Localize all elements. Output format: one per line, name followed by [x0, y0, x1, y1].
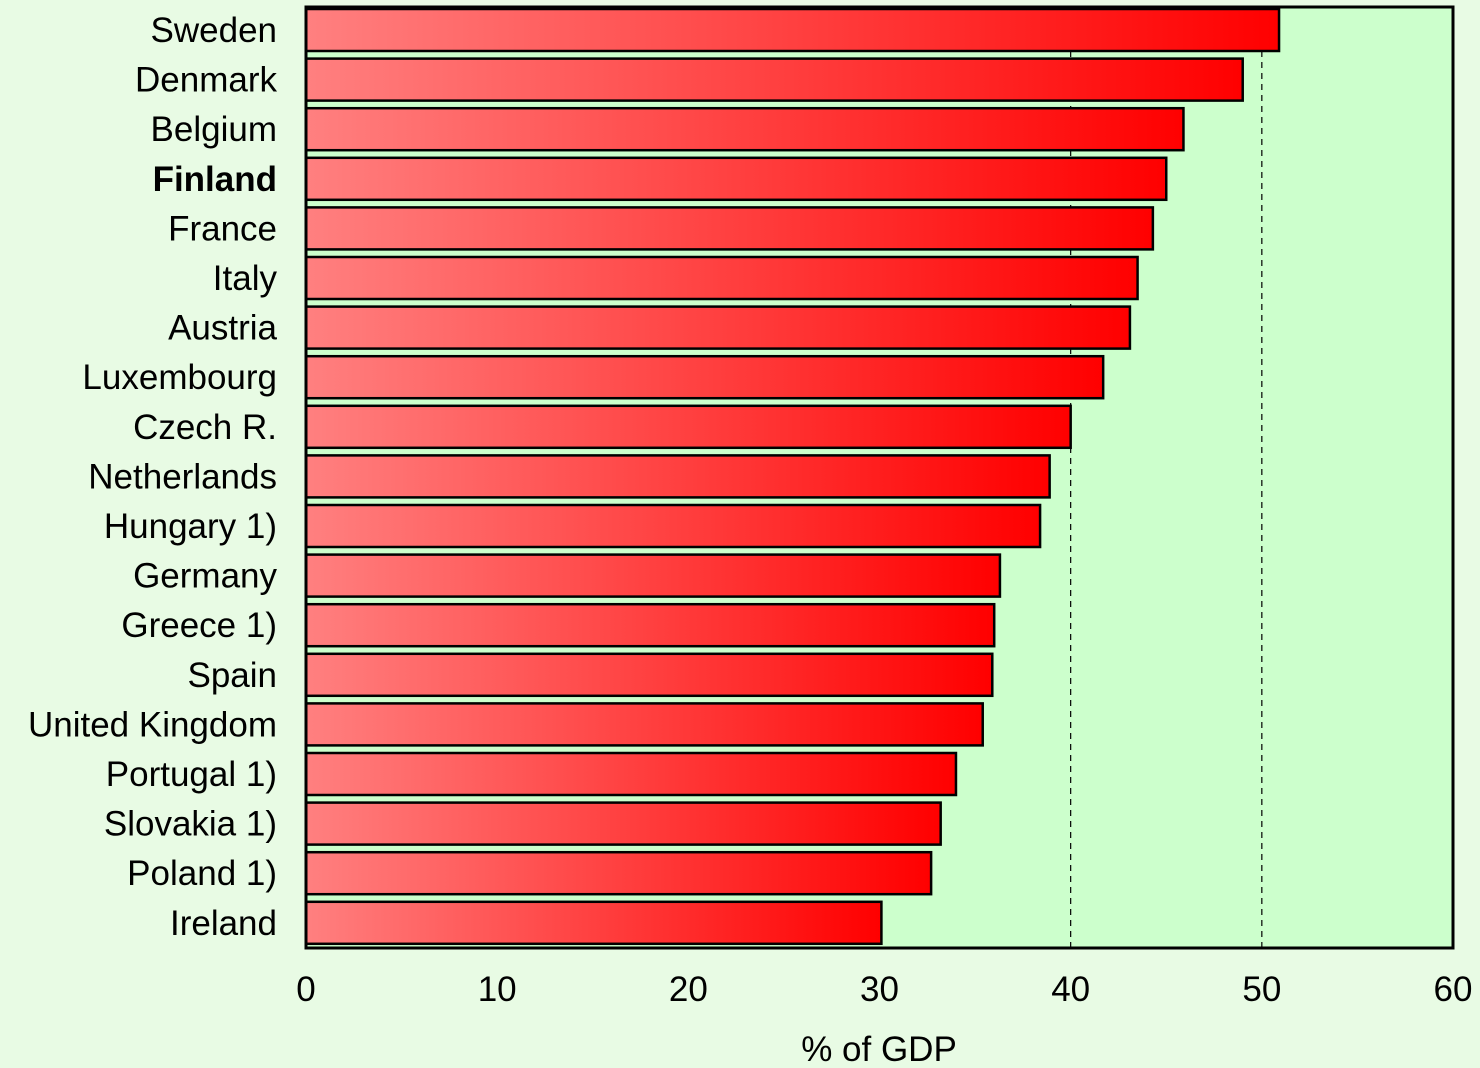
category-label-poland-1: Poland 1) [127, 854, 277, 893]
bar-austria [304, 305, 1132, 350]
bar-france [304, 206, 1155, 251]
bar-luxembourg [304, 354, 1105, 400]
bar-slovakia-1 [304, 801, 942, 846]
category-label-ireland: Ireland [170, 904, 277, 943]
bar-sweden [304, 7, 1281, 53]
plot-frame [304, 5, 1455, 950]
bar-spain [304, 652, 994, 698]
category-label-netherlands: Netherlands [88, 457, 277, 496]
x-tick-label-60: 60 [1434, 970, 1473, 1009]
bar-belgium [304, 106, 1185, 152]
category-labels: Sweden Denmark Belgium Finland France Italy Au… [28, 11, 278, 943]
category-label-austria: Austria [168, 309, 277, 348]
bar-ireland [304, 900, 883, 946]
category-label-sweden: Sweden [151, 11, 277, 50]
bar-netherlands [304, 454, 1051, 499]
bar-czech-r [304, 404, 1072, 450]
bar-greece-1 [304, 602, 996, 648]
x-tick-label-50: 50 [1242, 970, 1281, 1009]
x-tick-label-0: 0 [296, 970, 315, 1009]
category-label-slovakia-1: Slovakia 1) [104, 805, 277, 844]
category-label-italy: Italy [213, 259, 278, 298]
plot-border [304, 5, 1455, 950]
x-axis-title: % of GDP [801, 1030, 957, 1068]
bar-germany [304, 553, 1002, 598]
category-label-france: France [168, 209, 277, 248]
category-label-czech-r: Czech R. [133, 408, 277, 447]
bar-poland-1 [304, 850, 933, 896]
bar-italy [304, 255, 1139, 301]
category-label-portugal-1: Portugal 1) [106, 755, 277, 794]
category-label-united-kingdom: United Kingdom [28, 705, 277, 744]
category-label-spain: Spain [187, 656, 277, 695]
bar-united-kingdom [304, 702, 984, 747]
x-tick-label-40: 40 [1051, 970, 1090, 1009]
category-label-finland: Finland [153, 160, 277, 199]
bar-denmark [304, 57, 1244, 102]
category-label-belgium: Belgium [151, 110, 277, 149]
category-label-greece-1: Greece 1) [121, 606, 277, 645]
bars [304, 7, 1281, 946]
bar-finland [304, 156, 1168, 202]
x-tick-label-10: 10 [478, 970, 517, 1009]
x-tick-label-20: 20 [669, 970, 708, 1009]
category-label-germany: Germany [133, 557, 277, 596]
bar-hungary-1 [304, 503, 1042, 549]
category-label-denmark: Denmark [135, 61, 277, 100]
category-label-luxembourg: Luxembourg [82, 358, 277, 397]
x-tick-label-30: 30 [860, 970, 899, 1009]
category-label-hungary-1: Hungary 1) [104, 507, 277, 546]
x-tick-labels: 0 10 20 30 40 50 60 [296, 970, 1472, 1009]
bar-portugal-1 [304, 751, 958, 797]
